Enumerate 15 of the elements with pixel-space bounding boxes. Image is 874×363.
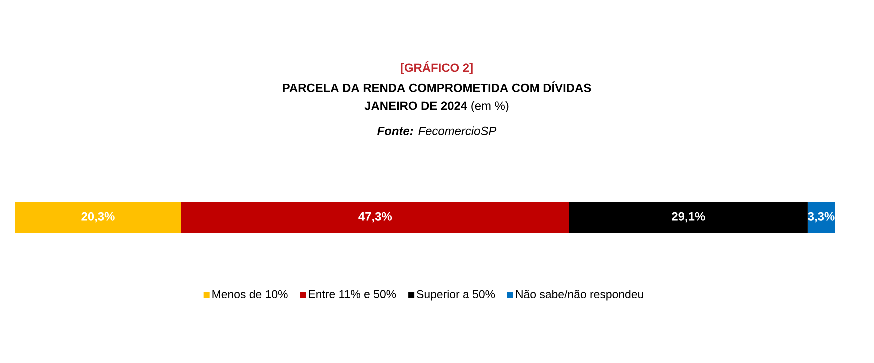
bar	[569, 202, 808, 233]
text: Fonte: FecomercioSP	[378, 126, 497, 136]
bar	[15, 202, 182, 233]
legend-label: Superior a 50%	[417, 290, 496, 301]
legend-label: Não sabe/não respondeu	[516, 290, 644, 301]
chart-title: PARCELA DA RENDA COMPROMETIDA COM DÍVIDAS	[283, 82, 592, 92]
text: [GRÁFICO 2]	[401, 61, 473, 75]
bar	[181, 202, 570, 233]
legend-label: Entre 11% e 50%	[309, 290, 396, 298]
data-label: 47,3%	[358, 212, 392, 223]
text: JANEIRO DE 2024 (em %)	[364, 101, 509, 113]
data-label: 20,3%	[82, 212, 115, 223]
data-label: 3,3%	[808, 212, 835, 223]
data-label: 29,1%	[672, 212, 706, 223]
legend-label: Menos de 10%	[212, 290, 288, 299]
